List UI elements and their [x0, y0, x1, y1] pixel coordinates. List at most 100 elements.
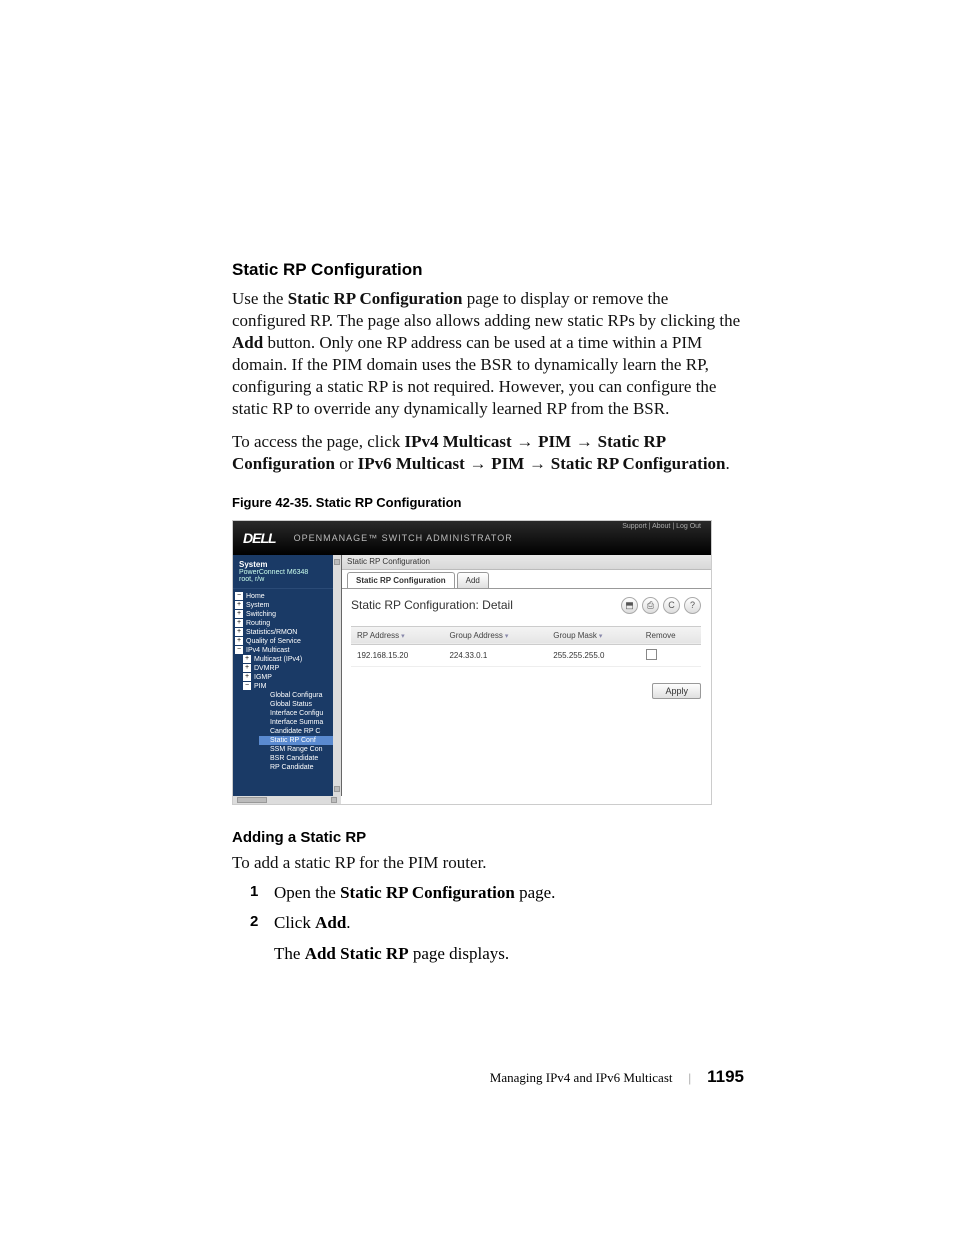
tree-label: System: [246, 602, 269, 609]
header-links[interactable]: Support | About | Log Out: [622, 523, 701, 530]
figure-caption: Figure 42-35. Static RP Configuration: [232, 495, 744, 510]
tab-add[interactable]: Add: [457, 572, 489, 588]
document-page: Static RP Configuration Use the Static R…: [0, 0, 954, 1187]
tree-item-system[interactable]: +System: [235, 601, 341, 610]
tree-label: RP Candidate: [270, 764, 313, 771]
tree-label: Multicast (IPv4): [254, 656, 302, 663]
step-item: Click Add. The Add Static RP page displa…: [274, 910, 744, 967]
cell-group-address: 224.33.0.1: [443, 644, 547, 666]
sort-icon[interactable]: ▾: [599, 633, 603, 640]
remove-checkbox[interactable]: [646, 649, 657, 660]
tree-item-ipv4-multicast[interactable]: −IPv4 Multicast: [235, 646, 341, 655]
main-panel: Static RP Configuration Static RP Config…: [341, 555, 711, 804]
sidebar: System PowerConnect M6348 root, r/w −Hom…: [233, 555, 342, 796]
data-table: RP Address▾ Group Address▾ Group Mask▾ R…: [351, 626, 701, 667]
column-label: Group Address: [449, 631, 502, 640]
tree-item-interface-config[interactable]: Interface Configu: [259, 709, 341, 718]
column-header: Remove: [640, 626, 701, 644]
system-title: System: [239, 560, 335, 569]
text-bold: Static RP Configuration: [288, 289, 463, 308]
panel-body: Static RP Configuration: Detail ⬒ ⎙ C ? …: [341, 589, 711, 804]
text-bold: IPv4 Multicast: [405, 432, 512, 451]
tree-item-static-rp[interactable]: Static RP Conf: [259, 736, 341, 745]
tree-item-igmp[interactable]: +IGMP: [243, 673, 341, 682]
tree-item-multicast[interactable]: +Multicast (IPv4): [243, 655, 341, 664]
tree-item-qos[interactable]: +Quality of Service: [235, 637, 341, 646]
text-bold: Static RP Configuration: [340, 883, 515, 902]
tree-label: Home: [246, 593, 265, 600]
expand-icon[interactable]: +: [243, 673, 251, 681]
tree-item-candidate-rp[interactable]: Candidate RP C: [259, 727, 341, 736]
apply-button[interactable]: Apply: [652, 683, 701, 699]
refresh-icon[interactable]: C: [663, 597, 680, 614]
sort-icon[interactable]: ▾: [401, 633, 405, 640]
app-title: OPENMANAGE™ SWITCH ADMINISTRATOR: [294, 533, 513, 543]
text-bold: PIM: [491, 454, 524, 473]
text-bold: IPv6 Multicast: [358, 454, 465, 473]
expand-icon[interactable]: +: [243, 664, 251, 672]
tree-item-pim[interactable]: −PIM: [243, 682, 341, 691]
text: To access the page, click: [232, 432, 405, 451]
expand-icon[interactable]: +: [235, 628, 243, 636]
collapse-icon[interactable]: −: [243, 682, 251, 690]
section-heading: Static RP Configuration: [232, 260, 744, 280]
tree-item-routing[interactable]: +Routing: [235, 619, 341, 628]
text: The: [274, 944, 305, 963]
expand-icon[interactable]: +: [235, 601, 243, 609]
tree-item-bsr-candidate[interactable]: BSR Candidate: [259, 754, 341, 763]
tree-item-global-status[interactable]: Global Status: [259, 700, 341, 709]
app-body: System PowerConnect M6348 root, r/w −Hom…: [233, 555, 711, 804]
tree-item-rp-candidate[interactable]: RP Candidate: [259, 763, 341, 772]
help-icon[interactable]: ?: [684, 597, 701, 614]
print-icon[interactable]: ⎙: [642, 597, 659, 614]
arrow-icon: →: [512, 432, 538, 451]
footer-separator: |: [689, 1070, 692, 1086]
tree-item-dvmrp[interactable]: +DVMRP: [243, 664, 341, 673]
tree-item-home[interactable]: −Home: [235, 592, 341, 601]
tree-label: PIM: [254, 683, 266, 690]
system-block: System PowerConnect M6348 root, r/w: [233, 555, 341, 589]
panel-toolbar: ⬒ ⎙ C ?: [621, 597, 701, 614]
table-row: 192.168.15.20 224.33.0.1 255.255.255.0: [351, 644, 701, 666]
text-bold: PIM: [538, 432, 571, 451]
tree-item-global-config[interactable]: Global Configura: [259, 691, 341, 700]
column-header[interactable]: RP Address▾: [351, 626, 443, 644]
tree-label: DVMRP: [254, 665, 279, 672]
arrow-icon: →: [465, 454, 491, 473]
collapse-icon[interactable]: −: [235, 646, 243, 654]
vertical-scrollbar[interactable]: [333, 555, 341, 796]
expand-icon[interactable]: +: [235, 610, 243, 618]
expand-icon[interactable]: +: [235, 619, 243, 627]
footer-chapter: Managing IPv4 and IPv6 Multicast: [490, 1070, 673, 1086]
sort-icon[interactable]: ▾: [505, 633, 509, 640]
tab-static-rp[interactable]: Static RP Configuration: [347, 572, 455, 588]
expand-icon[interactable]: +: [235, 637, 243, 645]
tree-label: Interface Summa: [270, 719, 323, 726]
horizontal-scrollbar[interactable]: [233, 796, 341, 804]
system-model: PowerConnect M6348: [239, 569, 335, 576]
text: page.: [515, 883, 556, 902]
column-header[interactable]: Group Address▾: [443, 626, 547, 644]
tree-item-interface-summary[interactable]: Interface Summa: [259, 718, 341, 727]
expand-icon[interactable]: +: [243, 655, 251, 663]
text: .: [726, 454, 730, 473]
text: Open the: [274, 883, 340, 902]
text: or: [335, 454, 358, 473]
text-bold: Add: [232, 333, 263, 352]
steps-list: Open the Static RP Configuration page. C…: [232, 880, 744, 967]
paragraph: Use the Static RP Configuration page to …: [232, 288, 744, 421]
tree-label: IPv4 Multicast: [246, 647, 290, 654]
tree-item-ssm-range[interactable]: SSM Range Con: [259, 745, 341, 754]
column-header[interactable]: Group Mask▾: [547, 626, 639, 644]
tree-label: Quality of Service: [246, 638, 301, 645]
nav-tree: −Home +System +Switching +Routing +Stati…: [233, 589, 341, 772]
collapse-icon[interactable]: −: [235, 592, 243, 600]
tree-label: Switching: [246, 611, 276, 618]
tree-item-stats[interactable]: +Statistics/RMON: [235, 628, 341, 637]
arrow-icon: →: [571, 432, 597, 451]
save-icon[interactable]: ⬒: [621, 597, 638, 614]
column-label: Group Mask: [553, 631, 597, 640]
tree-label: Routing: [246, 620, 270, 627]
text: button. Only one RP address can be used …: [232, 333, 716, 418]
tree-item-switching[interactable]: +Switching: [235, 610, 341, 619]
